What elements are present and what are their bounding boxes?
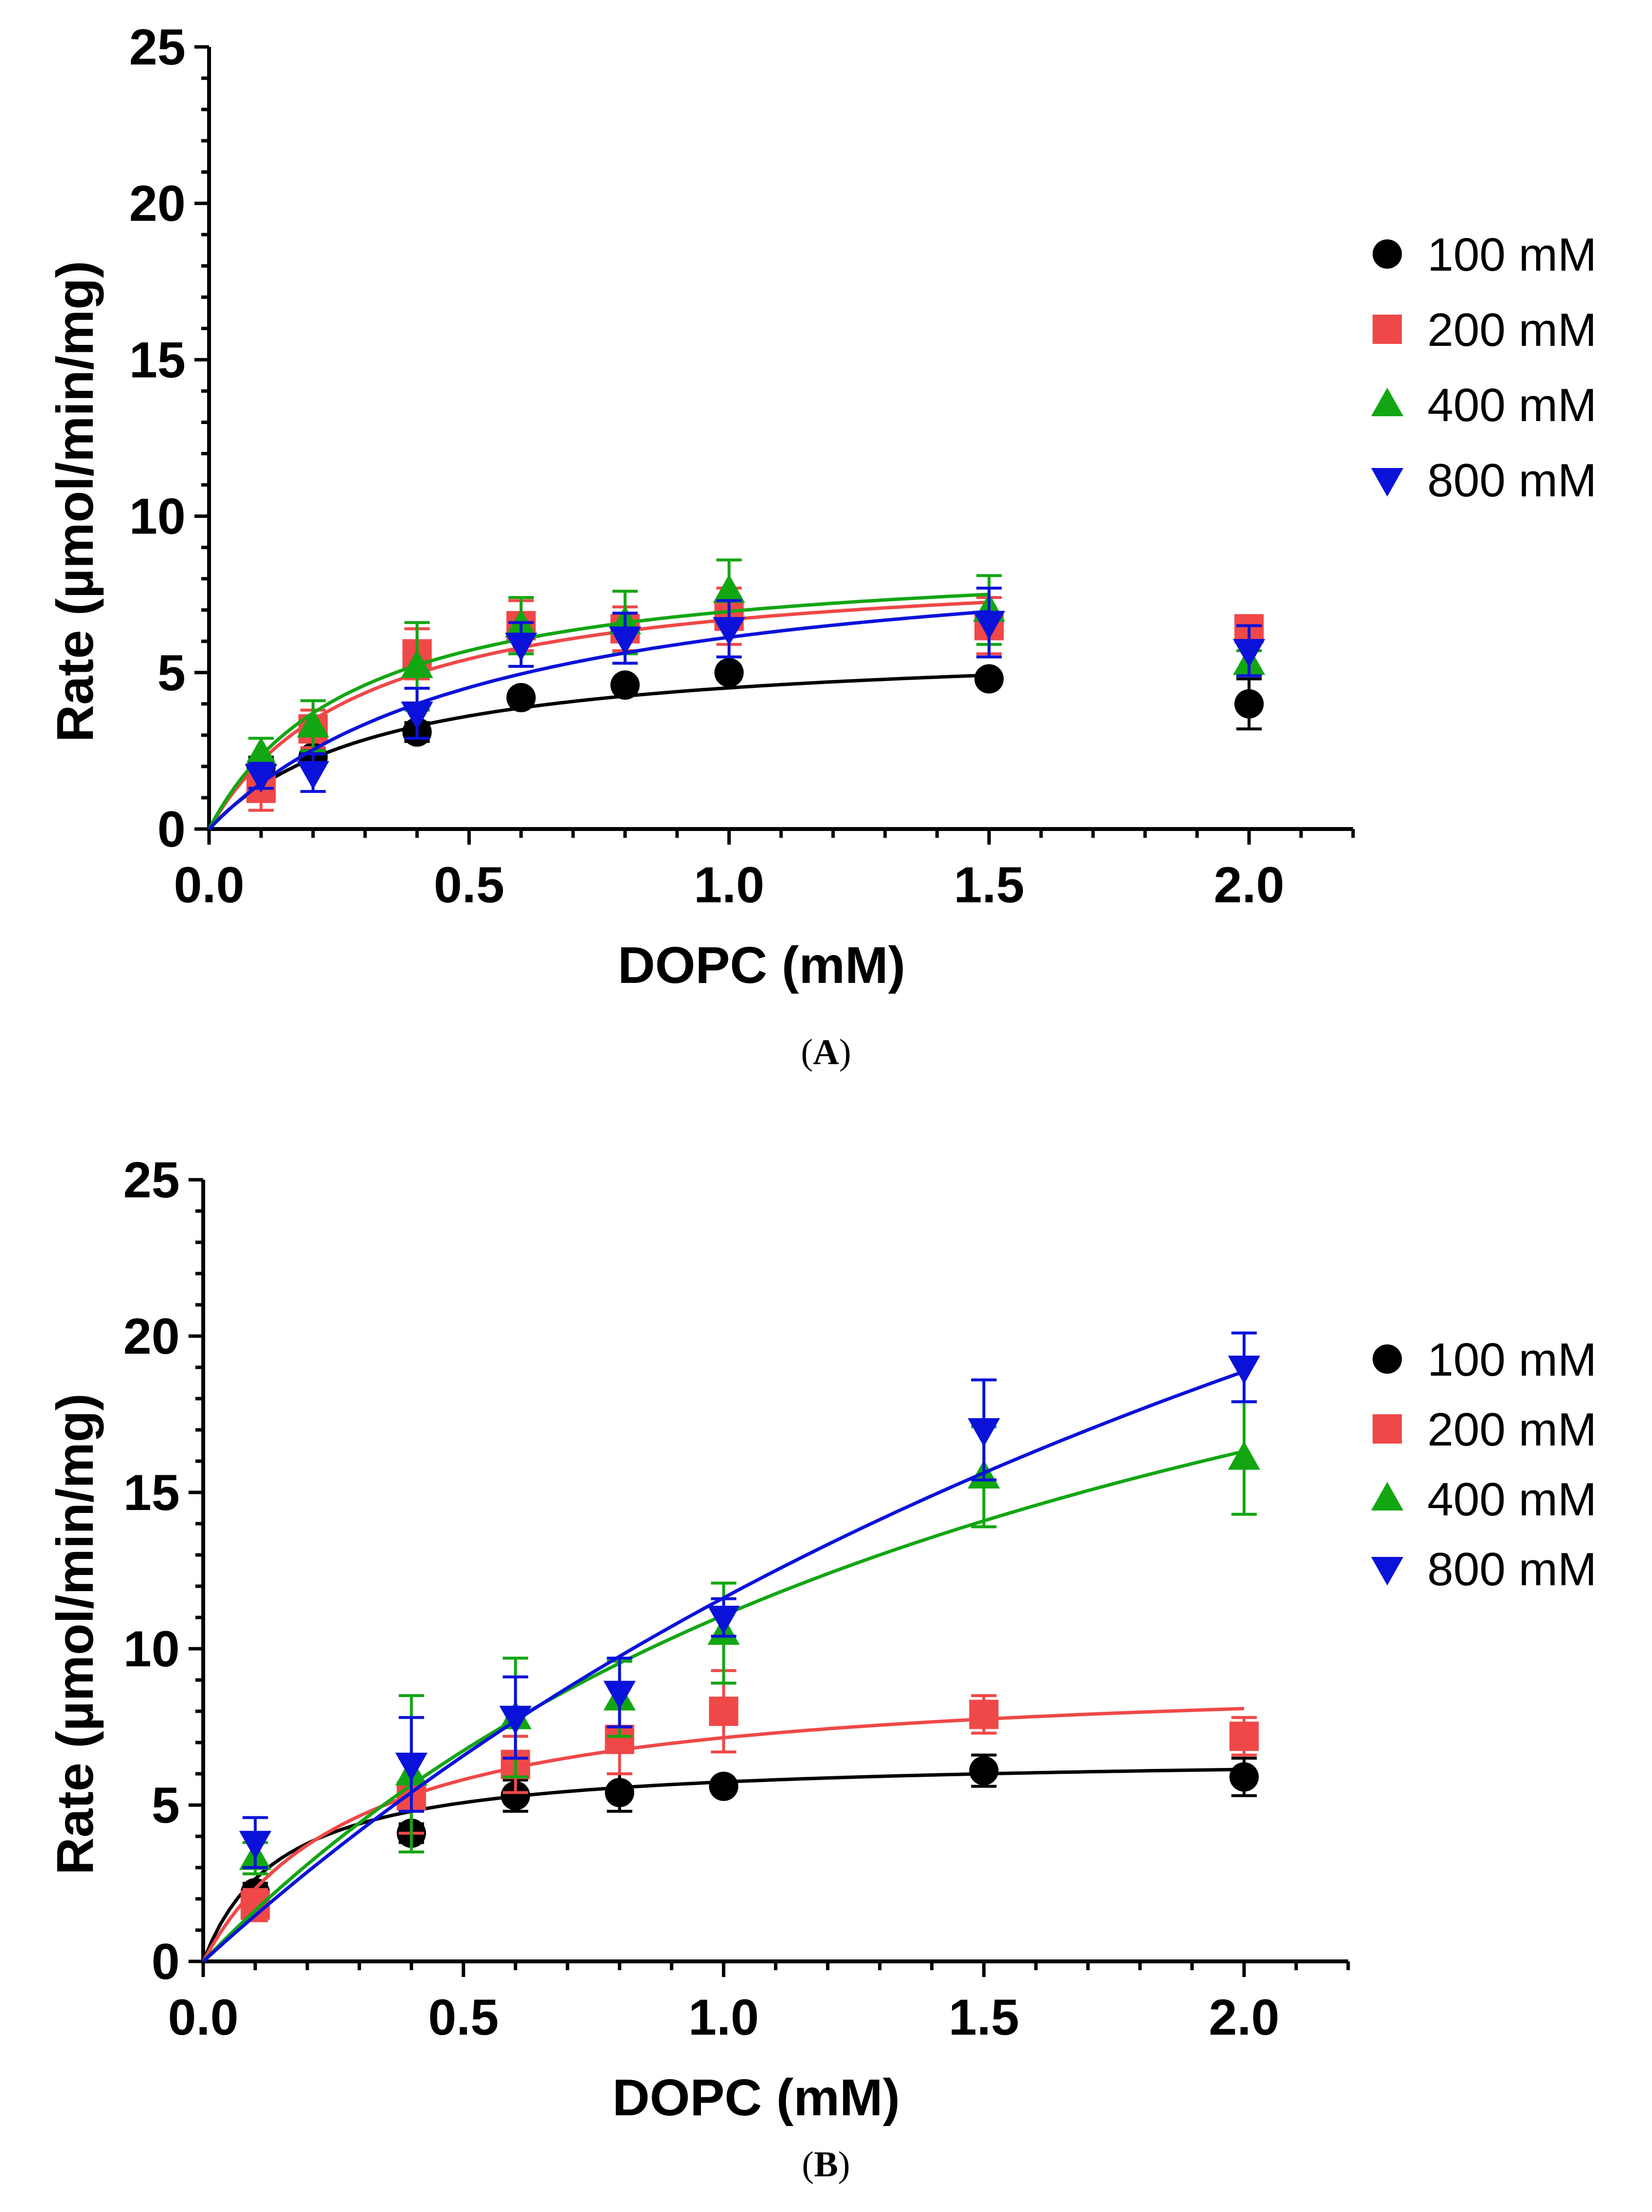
- data-point: [506, 683, 536, 713]
- data-point: [707, 1606, 740, 1635]
- legend-label: 800 mM: [1427, 454, 1597, 507]
- legend-label: 100 mM: [1427, 1334, 1597, 1386]
- x-axis-title: DOPC (mM): [618, 936, 906, 994]
- data-point: [1228, 1356, 1260, 1384]
- legend-marker: [1373, 1344, 1402, 1374]
- data-point: [501, 1781, 530, 1810]
- data-point: [609, 626, 641, 655]
- data-point: [969, 1756, 999, 1786]
- fit-curve: [207, 593, 989, 830]
- data-point: [974, 664, 1004, 694]
- chart-panel-b: 0 5 10 15 20 25 0.0 0.5 1.0 1.5 2.0 DOPC (mM) Rate (…: [46, 1152, 1597, 2185]
- data-point: [968, 1418, 1000, 1447]
- x-tick-label: 0.0: [174, 857, 245, 914]
- legend-marker: [1373, 239, 1402, 269]
- chart-panel-a: 0 5 10 15 20 25 0.0 0.5 1.0 1.5 2.0 DOPC (mM) Rate (…: [46, 19, 1597, 1072]
- legend-label: 400 mM: [1427, 1473, 1597, 1526]
- x-tick-label: 0.5: [434, 857, 505, 914]
- data-point: [969, 1700, 999, 1729]
- data-point: [1233, 638, 1266, 668]
- y-tick-label: 10: [129, 489, 186, 545]
- series-800-mm: [202, 1331, 1260, 1963]
- legend-marker: [1373, 315, 1402, 344]
- x-tick-label: 2.0: [1214, 857, 1285, 914]
- series-400-mm: [202, 1400, 1260, 1963]
- series-800-mm: [208, 586, 1266, 830]
- data-point: [605, 1778, 635, 1808]
- data-point: [610, 670, 640, 700]
- legend-label: 400 mM: [1427, 379, 1597, 431]
- data-point: [1229, 1762, 1259, 1792]
- x-tick-label: 1.5: [949, 1989, 1019, 2046]
- data-point: [401, 702, 433, 730]
- data-point: [499, 1705, 532, 1735]
- x-tick-label: 0.0: [168, 1989, 239, 2046]
- series-200-mm: [201, 1669, 1259, 1962]
- y-axis-title: Rate (µmol/min/mg): [46, 1393, 104, 1875]
- data-point: [297, 709, 329, 738]
- x-tick-label: 0.5: [428, 1989, 499, 2046]
- data-point: [245, 737, 277, 766]
- legend-label: 100 mM: [1427, 229, 1597, 281]
- data-point: [603, 1680, 636, 1710]
- data-point: [297, 761, 329, 790]
- legend-label: 800 mM: [1427, 1543, 1597, 1595]
- legend-marker: [1371, 1557, 1403, 1586]
- y-tick-label: 0: [151, 1934, 180, 1990]
- y-tick-label: 25: [129, 19, 186, 76]
- y-tick-label: 5: [157, 645, 186, 702]
- series-100-mm: [201, 1753, 1259, 1962]
- legend-label: 200 mM: [1427, 304, 1597, 356]
- x-tick-label: 1.5: [954, 857, 1025, 914]
- y-axis-title: Rate (µmol/min/mg): [46, 261, 104, 743]
- data-point: [245, 764, 277, 793]
- legend-marker: [1371, 387, 1403, 416]
- data-point: [395, 1752, 428, 1782]
- data-point: [973, 611, 1005, 639]
- x-tick-label: 1.0: [688, 1989, 759, 2046]
- data-point: [709, 1697, 739, 1726]
- panel-caption: (A): [801, 1032, 851, 1072]
- data-point: [713, 617, 745, 646]
- data-point: [505, 633, 537, 661]
- fit-curve: [208, 673, 989, 830]
- panel-caption: (B): [802, 2145, 850, 2185]
- y-tick-label: 0: [157, 801, 186, 858]
- data-point: [1229, 1722, 1259, 1751]
- y-tick-label: 15: [129, 332, 186, 388]
- data-point: [713, 574, 745, 603]
- y-tick-label: 20: [123, 1308, 180, 1365]
- y-tick-label: 20: [129, 175, 186, 232]
- y-tick-label: 15: [123, 1465, 180, 1521]
- x-tick-label: 1.0: [694, 857, 764, 914]
- series-400-mm: [207, 558, 1266, 830]
- data-point: [1234, 689, 1264, 719]
- data-point: [714, 658, 744, 687]
- y-tick-label: 5: [151, 1777, 180, 1834]
- legend-label: 200 mM: [1427, 1404, 1597, 1456]
- fit-curve: [208, 610, 990, 830]
- fit-curve: [207, 600, 989, 830]
- data-point: [1228, 1441, 1260, 1470]
- x-tick-label: 2.0: [1209, 1989, 1280, 2046]
- data-point: [709, 1771, 739, 1801]
- data-point: [239, 1830, 272, 1860]
- legend-marker: [1371, 468, 1403, 497]
- y-tick-label: 10: [123, 1621, 180, 1678]
- data-point: [401, 649, 433, 678]
- legend-marker: [1371, 1482, 1403, 1510]
- y-tick-label: 25: [123, 1152, 180, 1209]
- legend-marker: [1373, 1414, 1402, 1444]
- x-axis-title: DOPC (mM): [613, 2069, 900, 2127]
